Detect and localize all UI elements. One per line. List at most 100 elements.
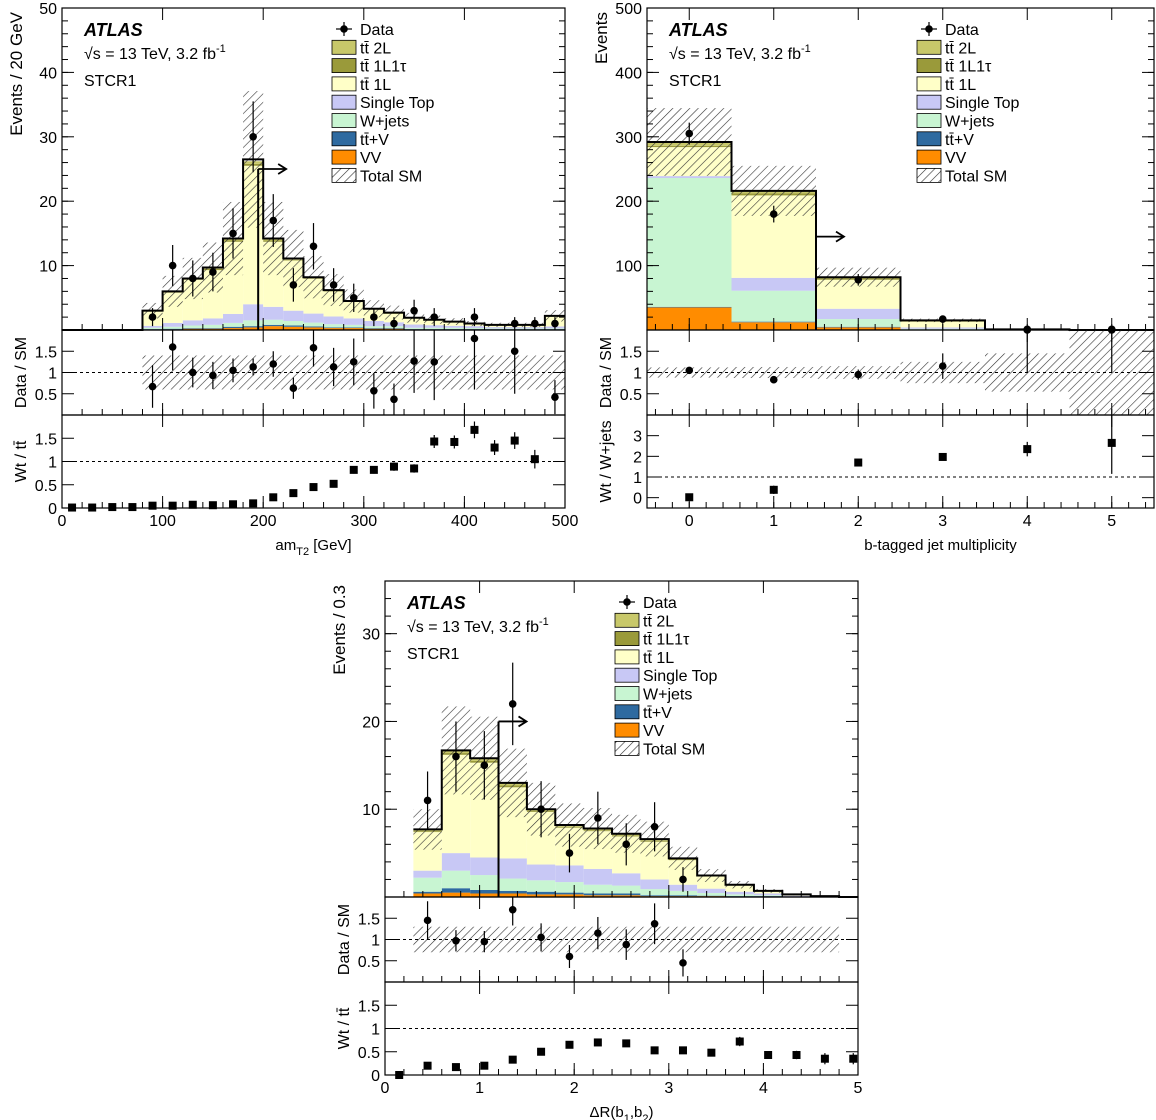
data-point: [551, 319, 559, 328]
ratio-point: [938, 362, 947, 370]
ratio-point: [792, 1051, 801, 1060]
hist-ttV-bin-9: [668, 895, 698, 897]
hist-single_top-bin-17: [404, 324, 425, 328]
ratio-y-tick-label: 1.5: [35, 344, 57, 361]
ratio-point: [423, 916, 432, 925]
legend-label: tt̄ 1L: [643, 650, 674, 667]
hist-wjets-bin-4: [526, 880, 556, 892]
ratio-y-tick-label: 0: [48, 501, 57, 518]
legend-label: VV: [945, 150, 967, 167]
ratio2-panel: 0 0.5 1 1.5 Wt / tt̄: [13, 414, 566, 518]
data-point: [594, 814, 602, 822]
x-tick-label: 500: [552, 513, 579, 530]
data-point: [390, 319, 398, 328]
legend-swatch: [916, 149, 942, 165]
ratio-point: [188, 368, 197, 377]
x-axis-label: ΔR(b1,b2): [590, 1104, 654, 1120]
ratio-point: [707, 1048, 716, 1057]
hist-wjets-bin-14: [343, 324, 364, 328]
region-label: STCR1: [84, 73, 137, 90]
legend-label: W+jets: [360, 114, 409, 131]
x-tick-label: 4: [759, 1080, 768, 1097]
ratio-y-tick-label: 2: [633, 449, 642, 466]
hist-VV-bin-6: [583, 895, 613, 897]
energy-label: √s = 13 TeV, 3.2 fb-1: [669, 43, 811, 63]
hist-wjets-bin-6: [182, 325, 203, 329]
ratio-point: [537, 933, 545, 942]
ratio-point: [849, 1054, 858, 1063]
ratio-y-tick-label: 0.5: [620, 387, 642, 404]
hist-wjets-bin-6: [583, 884, 613, 894]
data-point: [679, 875, 687, 884]
ratio-point: [450, 437, 459, 446]
hist-wjets-bin-0: [647, 178, 732, 307]
data-point: [370, 313, 378, 321]
ratio-y-tick-label: 1.5: [358, 911, 380, 928]
ratio-unc-band: [303, 355, 324, 390]
data-point: [289, 281, 298, 289]
y-tick-label: 30: [39, 130, 57, 147]
ratio-point: [530, 455, 539, 464]
ratio-point: [430, 358, 439, 366]
ratio-point: [168, 501, 177, 510]
legend-swatch: [331, 113, 357, 128]
energy-label: √s = 13 TeV, 3.2 fb-1: [84, 43, 226, 63]
ratio2-panel: 0 0.5 1 1.5 Wt / tt̄: [336, 981, 859, 1085]
legend-label: Single Top: [945, 95, 1020, 112]
legend-label: Single Top: [360, 95, 435, 112]
hist-ttbar_1L-bin-11: [725, 885, 754, 892]
legend-label: tt̄ 1L: [945, 77, 976, 94]
ratio-y-axis-label: Wt / tt̄: [336, 1007, 353, 1049]
data-point: [650, 822, 659, 831]
ratio-point: [329, 479, 338, 488]
hist-VV-bin-0: [413, 893, 442, 897]
ratio-point: [423, 1061, 432, 1070]
ratio-point: [452, 936, 460, 945]
ratio-y-tick-label: 0.5: [35, 478, 57, 495]
ratio-point: [389, 462, 398, 471]
x-tick-label: 200: [250, 513, 277, 530]
ratio-point: [685, 366, 694, 375]
data-point: [508, 700, 517, 708]
y-tick-label: 100: [615, 259, 642, 276]
hist-wjets-bin-1: [731, 290, 816, 322]
ratio-point: [370, 386, 378, 395]
ratio-point: [854, 458, 863, 467]
legend-swatch: [614, 631, 640, 646]
hist-single_top-bin-3: [498, 858, 527, 879]
ratio1-panel: 0.5 1 1.5 Data / SM: [598, 326, 1155, 416]
legend-swatch: [331, 58, 357, 73]
ratio-y-axis-label: Data / SM: [13, 337, 30, 408]
data-point: [209, 268, 217, 276]
hist-single_top-bin-10: [697, 888, 726, 894]
ratio-point: [229, 366, 237, 375]
ratio-y-tick-label: 1.5: [358, 998, 380, 1015]
legend-label: tt̄ 2L: [360, 40, 391, 57]
ratio-point: [551, 393, 559, 401]
hist-VV-bin-5: [555, 894, 584, 897]
ratio-point: [678, 1046, 687, 1055]
ratio-point: [289, 489, 298, 498]
ratio-point: [854, 370, 863, 379]
ratio-point: [188, 500, 197, 509]
data-point: [531, 319, 539, 328]
hist-wjets-bin-12: [303, 322, 324, 327]
y-axis-label: Events / 0.3: [330, 585, 349, 675]
ratio-point: [349, 358, 358, 366]
hist-ttV-bin-7: [612, 893, 641, 896]
ratio-point: [249, 499, 258, 508]
hist-wjets-bin-7: [612, 885, 641, 894]
hist-ttV-bin-15: [363, 328, 384, 329]
legend-swatch: [331, 39, 357, 55]
hist-wjets-bin-8: [222, 322, 244, 327]
hist-single_top-bin-9: [243, 304, 264, 321]
hist-ttV-bin-0: [647, 306, 732, 308]
hist-single_top-bin-12: [303, 313, 324, 323]
hist-ttV-bin-6: [182, 328, 203, 329]
data-point: [148, 313, 157, 321]
ratio-point: [480, 1061, 489, 1070]
data-point: [470, 313, 479, 321]
hist-wjets-bin-11: [725, 894, 754, 897]
